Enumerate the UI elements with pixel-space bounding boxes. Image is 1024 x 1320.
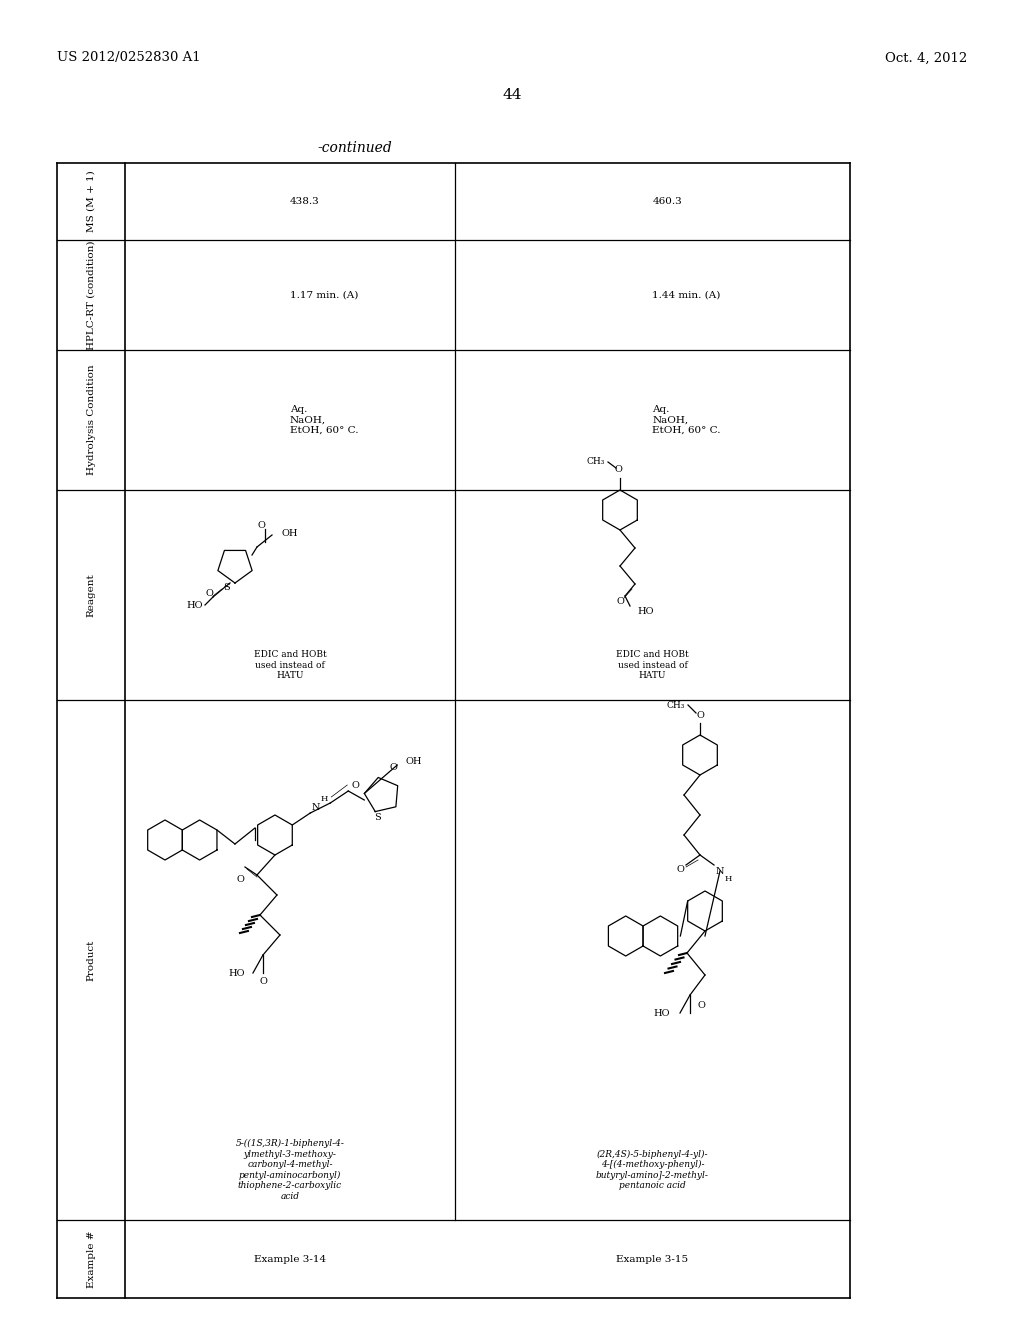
Text: OH: OH bbox=[281, 528, 298, 537]
Text: EDIC and HOBt
used instead of
HATU: EDIC and HOBt used instead of HATU bbox=[254, 651, 327, 680]
Text: O: O bbox=[205, 589, 213, 598]
Text: HO: HO bbox=[228, 969, 245, 978]
Text: (2R,4S)-5-biphenyl-4-yl)-
4-[(4-methoxy-phenyl)-
butyryl-amino]-2-methyl-
pentan: (2R,4S)-5-biphenyl-4-yl)- 4-[(4-methoxy-… bbox=[596, 1150, 709, 1191]
Text: EDIC and HOBt
used instead of
HATU: EDIC and HOBt used instead of HATU bbox=[616, 651, 689, 680]
Text: O: O bbox=[696, 710, 703, 719]
Text: 44: 44 bbox=[502, 88, 522, 102]
Text: O: O bbox=[259, 977, 267, 986]
Text: CH₃: CH₃ bbox=[667, 701, 685, 710]
Text: HO: HO bbox=[186, 601, 203, 610]
Text: OH: OH bbox=[406, 756, 422, 766]
Text: Example #: Example # bbox=[86, 1230, 95, 1288]
Text: N: N bbox=[716, 866, 724, 875]
Text: 460.3: 460.3 bbox=[652, 197, 682, 206]
Text: Oct. 4, 2012: Oct. 4, 2012 bbox=[885, 51, 967, 65]
Text: -continued: -continued bbox=[317, 141, 392, 154]
Text: N: N bbox=[312, 804, 321, 813]
Text: US 2012/0252830 A1: US 2012/0252830 A1 bbox=[57, 51, 201, 65]
Text: O: O bbox=[236, 875, 244, 884]
Text: CH₃: CH₃ bbox=[587, 458, 605, 466]
Text: Aq.
NaOH,
EtOH, 60° C.: Aq. NaOH, EtOH, 60° C. bbox=[652, 405, 721, 434]
Text: Aq.
NaOH,
EtOH, 60° C.: Aq. NaOH, EtOH, 60° C. bbox=[290, 405, 358, 434]
Text: O: O bbox=[676, 865, 684, 874]
Text: MS (M + 1): MS (M + 1) bbox=[86, 170, 95, 232]
Text: O: O bbox=[389, 763, 397, 772]
Text: 1.17 min. (A): 1.17 min. (A) bbox=[290, 290, 358, 300]
Text: 5-((1S,3R)-1-biphenyl-4-
ylmethyl-3-methoxy-
carbonyl-4-methyl-
pentyl-aminocarb: 5-((1S,3R)-1-biphenyl-4- ylmethyl-3-meth… bbox=[236, 1139, 344, 1201]
Text: Example 3-15: Example 3-15 bbox=[616, 1254, 688, 1263]
Text: 438.3: 438.3 bbox=[290, 197, 319, 206]
Text: HO: HO bbox=[637, 606, 653, 615]
Text: HPLC-RT (condition): HPLC-RT (condition) bbox=[86, 240, 95, 350]
Text: Hydrolysis Condition: Hydrolysis Condition bbox=[86, 364, 95, 475]
Text: O: O bbox=[697, 1002, 705, 1011]
Text: O: O bbox=[257, 520, 265, 529]
Text: Example 3-14: Example 3-14 bbox=[254, 1254, 326, 1263]
Text: S: S bbox=[223, 582, 230, 591]
Text: HO: HO bbox=[653, 1008, 670, 1018]
Text: Product: Product bbox=[86, 940, 95, 981]
Text: H: H bbox=[321, 795, 328, 803]
Text: O: O bbox=[614, 466, 622, 474]
Text: O: O bbox=[616, 598, 624, 606]
Text: 1.44 min. (A): 1.44 min. (A) bbox=[652, 290, 721, 300]
Text: S: S bbox=[374, 813, 381, 821]
Text: Reagent: Reagent bbox=[86, 573, 95, 616]
Text: H: H bbox=[724, 875, 732, 883]
Text: O: O bbox=[351, 780, 359, 789]
